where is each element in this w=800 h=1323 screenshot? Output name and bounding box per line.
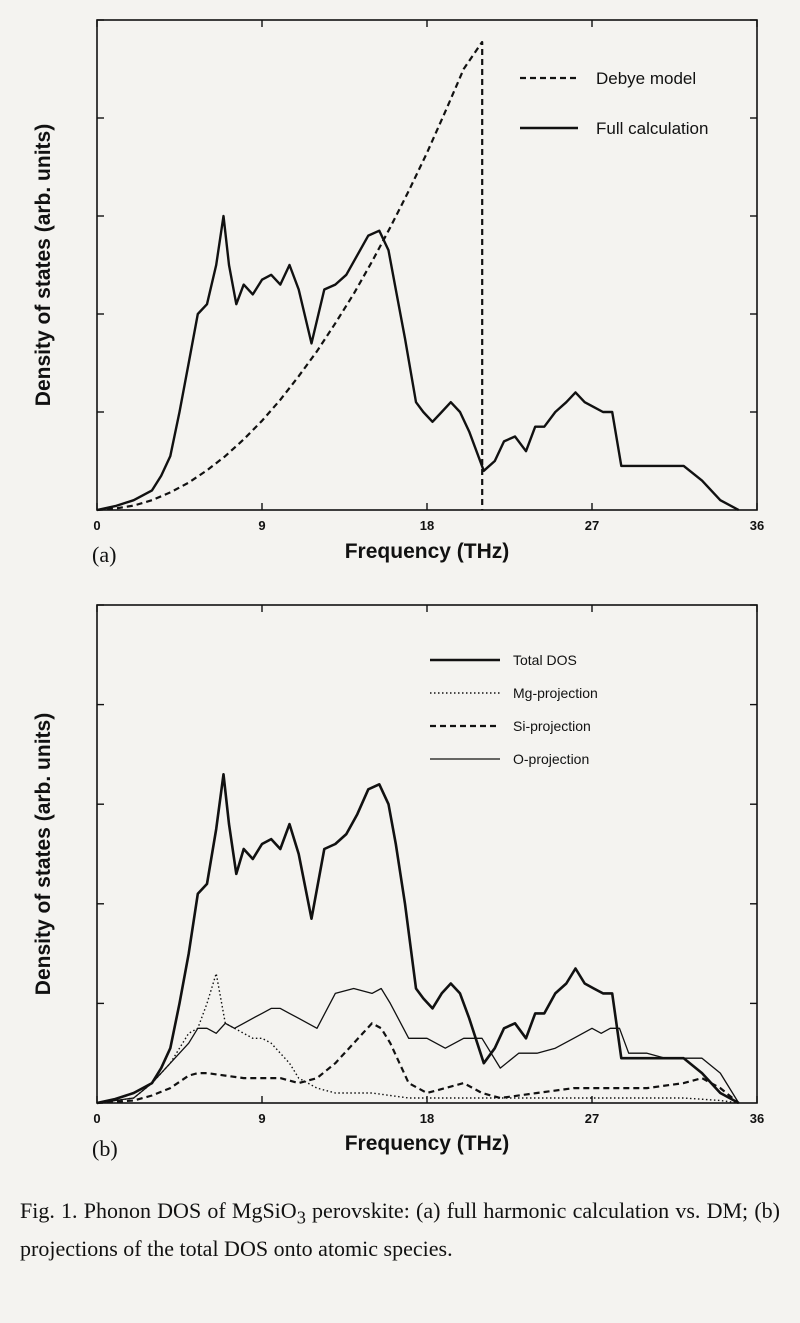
caption-subscript: 3 [296,1207,306,1228]
plot-frame [96,604,758,1104]
x-axis-label: Frequency (THz) [345,1132,510,1155]
x-tick-label: 27 [585,518,599,533]
x-tick-label: 18 [420,518,434,533]
y-axis-label: Density of states (arb. units) [32,124,55,406]
chart-panel-1: 0 9 18 27 36 Frequency (THz) Density of states… [32,19,764,567]
chart-panel-2: 0 9 18 27 36 Frequency (THz) Density of states… [32,604,764,1161]
y-axis-label: Density of states (arb. units) [32,713,55,995]
legend-entry: Full calculation [596,119,708,138]
x-axis-label: Frequency (THz) [345,540,510,563]
legend-entry: Si-projection [513,718,591,734]
legend-entry: Mg-projection [513,685,598,701]
x-tick-label: 0 [93,1111,100,1126]
caption-prefix: Fig. 1. Phonon DOS of MgSiO [20,1198,297,1223]
caption-suffix: perovskite: (a) full harmonic calculatio… [20,1198,780,1262]
series-line-mg-projection [96,972,739,1104]
legend-entry: Debye model [596,69,696,88]
x-tick-label: 0 [93,518,100,533]
panel-label: (a) [92,542,116,567]
series-line-full-calculation [96,214,740,512]
x-tick-label: 36 [750,1111,764,1126]
series-line-si-projection [96,1022,740,1105]
x-tick-label: 18 [420,1111,434,1126]
series-line-total-dos [96,773,740,1105]
x-tick-label: 27 [585,1111,599,1126]
plot-frame [96,19,758,511]
series-line-debye-model [96,41,484,512]
x-tick-label: 9 [258,1111,265,1126]
x-tick-label: 9 [258,518,265,533]
series-line-o-projection [96,987,740,1104]
figure-caption: Fig. 1. Phonon DOS of MgSiO3 perovskite:… [20,1195,780,1264]
panel-label: (b) [92,1136,118,1161]
legend-entry: Total DOS [513,652,577,668]
legend-entry: O-projection [513,751,589,767]
x-tick-label: 36 [750,518,764,533]
figure-canvas: 0 9 18 27 36 Frequency (THz) Density of states… [32,19,764,1161]
